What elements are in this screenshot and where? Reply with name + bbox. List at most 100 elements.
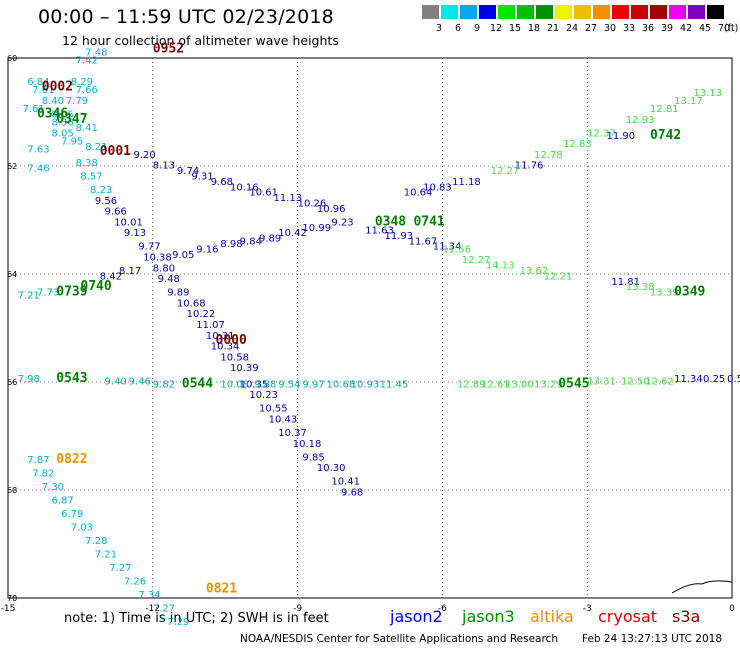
wave-height-label: 13.39 bbox=[650, 288, 679, 299]
wave-height-label: 9.74 bbox=[177, 166, 199, 177]
legend-swatch bbox=[555, 5, 572, 19]
wave-height-label: 7.95 bbox=[61, 136, 83, 147]
wave-height-label: 9.66 bbox=[105, 207, 127, 218]
time-label: 0544 bbox=[182, 376, 213, 391]
wave-height-label: 7.46 bbox=[27, 163, 49, 174]
wave-height-label: 10.58 bbox=[220, 352, 249, 363]
wave-height-label: 11.13 bbox=[273, 193, 302, 204]
wave-height-label: 6.87 bbox=[51, 496, 73, 507]
wave-height-label: 0.25 bbox=[703, 374, 725, 385]
lat-tick-label: 66 bbox=[7, 378, 17, 387]
footer-note: note: 1) Time is in UTC; 2) SWH is in fe… bbox=[64, 611, 329, 626]
wave-height-label: 12.81 bbox=[650, 104, 679, 115]
wave-height-label: 11.56 bbox=[442, 244, 471, 255]
wave-height-label: 9.88 bbox=[254, 379, 276, 390]
time-label: 0952 bbox=[153, 42, 184, 57]
wave-height-label: 9.46 bbox=[129, 377, 151, 388]
wave-height-label: 11.67 bbox=[409, 236, 438, 247]
wave-height-label: 7.66 bbox=[76, 85, 98, 96]
wave-height-label: 8.13 bbox=[153, 161, 175, 172]
wave-height-label: 9.54 bbox=[278, 379, 300, 390]
time-label: 0742 bbox=[650, 128, 681, 143]
wave-height-label: 9.97 bbox=[302, 379, 324, 390]
wave-height-label: 7.21 bbox=[95, 550, 117, 561]
wave-height-label: 11.63 bbox=[365, 226, 394, 237]
wave-height-label: 8.42 bbox=[100, 271, 122, 282]
wave-height-label: 7.26 bbox=[124, 577, 146, 588]
lon-tick-label: -9 bbox=[293, 604, 302, 614]
legend-value: 42 bbox=[679, 23, 693, 34]
wave-height-label: 10.38 bbox=[143, 253, 172, 264]
map-title: 00:00 – 11:59 UTC 02/23/2018 bbox=[38, 6, 334, 28]
legend-value: 30 bbox=[603, 23, 617, 34]
wave-height-label: 9.05 bbox=[172, 250, 194, 261]
legend-swatch bbox=[517, 5, 534, 19]
wave-height-label: 8.36 bbox=[51, 118, 73, 129]
time-label: 0545 bbox=[558, 376, 589, 391]
wave-height-label: 6.79 bbox=[61, 509, 83, 520]
wave-height-label: 11.18 bbox=[452, 177, 481, 188]
wave-height-label: 9.40 bbox=[105, 377, 127, 388]
wave-height-label: 10.83 bbox=[423, 182, 452, 193]
legend-value: 6 bbox=[454, 23, 462, 34]
time-label: 0741 bbox=[413, 214, 444, 229]
wave-height-label: 7.21 bbox=[18, 290, 40, 301]
wave-height-label: 10.68 bbox=[177, 298, 206, 309]
legend-swatch bbox=[612, 5, 629, 19]
satellite-jason2: jason2 bbox=[390, 607, 443, 626]
wave-height-label: 7.82 bbox=[32, 469, 54, 480]
wave-height-label: 11.81 bbox=[611, 277, 640, 288]
legend-value: 27 bbox=[584, 23, 598, 34]
wave-height-label: 10.43 bbox=[269, 415, 298, 426]
wave-height-label: 7.87 bbox=[27, 455, 49, 466]
wave-height-label: 8.98 bbox=[220, 239, 242, 250]
wave-height-label: 10.39 bbox=[230, 363, 259, 374]
wave-height-label: 13.17 bbox=[674, 96, 703, 107]
wave-height-label: 7.29 bbox=[167, 617, 189, 628]
legend-value: 33 bbox=[622, 23, 636, 34]
wave-height-label: 8.41 bbox=[76, 123, 98, 134]
wave-height-label: 8.29 bbox=[71, 77, 93, 88]
wave-height-label: 10.31 bbox=[206, 331, 235, 342]
legend-value: 9 bbox=[473, 23, 481, 34]
wave-height-label: 7.63 bbox=[27, 145, 49, 156]
wave-height-label: 12.62 bbox=[645, 377, 674, 388]
wave-height-label: 10.93 bbox=[351, 379, 380, 390]
time-label: 0000 bbox=[216, 333, 247, 348]
legend-value: 3 bbox=[435, 23, 443, 34]
time-label: 0822 bbox=[56, 452, 87, 467]
lat-tick-label: 62 bbox=[7, 162, 17, 171]
wave-height-label: 11.90 bbox=[607, 131, 636, 142]
legend-swatch bbox=[669, 5, 686, 19]
legend-swatch bbox=[650, 5, 667, 19]
lon-tick-label: 0 bbox=[729, 604, 735, 614]
wave-height-label: 7.98 bbox=[18, 374, 40, 385]
wave-height-label: 10.41 bbox=[331, 477, 360, 488]
wave-height-label: 10.23 bbox=[249, 390, 278, 401]
wave-height-label: 12.27 bbox=[491, 166, 520, 177]
wave-height-label: 9.82 bbox=[153, 379, 175, 390]
legend-unit: (ft) bbox=[724, 23, 739, 34]
legend-swatch bbox=[536, 5, 553, 19]
wave-height-label: 10.55 bbox=[259, 404, 288, 415]
legend-value: 24 bbox=[565, 23, 579, 34]
wave-height-label: 9.89 bbox=[259, 234, 281, 245]
legend-swatch bbox=[479, 5, 496, 19]
legend-value: 15 bbox=[508, 23, 522, 34]
wave-height-label: 11.93 bbox=[384, 231, 413, 242]
legend-swatch bbox=[498, 5, 515, 19]
time-label: 0739 bbox=[56, 285, 87, 300]
wave-height-label: 7.73 bbox=[37, 288, 59, 299]
wave-height-label: 10.30 bbox=[317, 463, 346, 474]
wave-height-label: 8.38 bbox=[76, 158, 98, 169]
wave-height-label: 10.37 bbox=[278, 428, 307, 439]
wave-height-label: 9.56 bbox=[95, 196, 117, 207]
legend-swatch bbox=[593, 5, 610, 19]
wave-height-label: 7.03 bbox=[71, 523, 93, 534]
legend-value: 39 bbox=[660, 23, 674, 34]
wave-height-label: 10.08 bbox=[220, 379, 249, 390]
wave-height-label: 11.45 bbox=[380, 379, 409, 390]
wave-height-label: 8.80 bbox=[153, 263, 175, 274]
wave-height-label: 10.42 bbox=[278, 228, 307, 239]
